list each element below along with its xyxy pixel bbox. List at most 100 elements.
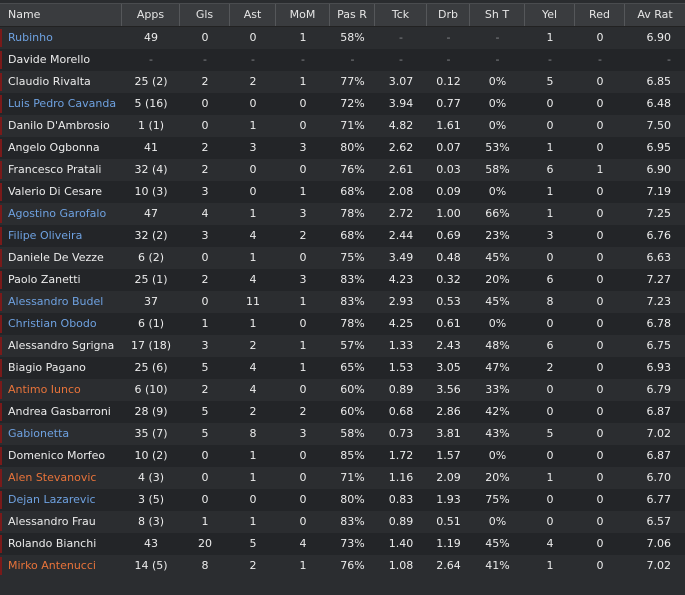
mom-cell: 0	[299, 471, 307, 484]
player-name[interactable]: Mirko Antenucci	[8, 559, 96, 572]
row-status-marker	[0, 29, 2, 47]
dribbles-cell: 0.77	[436, 97, 461, 110]
player-name[interactable]: Francesco Pratali	[8, 163, 102, 176]
dribbles-cell: 3.56	[436, 383, 461, 396]
player-name[interactable]: Daniele De Vezze	[8, 251, 104, 264]
goals-cell: 0	[201, 251, 209, 264]
red-cards-cell: 0	[596, 75, 604, 88]
table-row[interactable]: Alessandro Sgrigna 17 (18) 3 2 1 57% 1.33 2.43 4…	[0, 335, 685, 357]
average-rating-cell: 6.75	[646, 339, 672, 352]
dribbles-cell: 0.32	[436, 273, 461, 286]
column-header-red-cards[interactable]: Red	[575, 4, 625, 26]
table-row[interactable]: Rolando Bianchi 43 20 5 4 73% 1.40 1.19 45% 4 0 7.0…	[0, 533, 685, 555]
apps-cell: 25 (1)	[134, 273, 168, 286]
player-name[interactable]: Alessandro Sgrigna	[8, 339, 115, 352]
mom-cell: 0	[299, 383, 307, 396]
column-header-name[interactable]: Name	[0, 4, 122, 26]
table-row[interactable]: Domenico Morfeo 10 (2) 0 1 0 85% 1.72 1.57 0% 0 0 6…	[0, 445, 685, 467]
player-name[interactable]: Alessandro Frau	[8, 515, 96, 528]
table-row[interactable]: Francesco Pratali 32 (4) 2 0 0 76% 2.61 0.03 58%…	[0, 159, 685, 181]
table-row[interactable]: Paolo Zanetti 25 (1) 2 4 3 83% 4.23 0.32 20% 6 0 7.…	[0, 269, 685, 291]
player-name[interactable]: Gabionetta	[8, 427, 70, 440]
table-row[interactable]: Filipe Oliveira 32 (2) 3 4 2 68% 2.44 0.69 23% 3 0…	[0, 225, 685, 247]
pass-ratio-cell: 71%	[340, 119, 365, 132]
row-status-marker	[0, 469, 2, 487]
table-row[interactable]: Mirko Antenucci 14 (5) 8 2 1 76% 1.08 2.64 41% 1 0…	[0, 555, 685, 577]
red-cards-cell: 0	[596, 31, 604, 44]
player-name[interactable]: Angelo Ogbonna	[8, 141, 100, 154]
column-header-shots-on-target[interactable]: Sh T	[470, 4, 525, 26]
tackles-cell: 2.93	[388, 295, 414, 308]
shots-on-target-cell: 75%	[485, 493, 510, 506]
red-cards-cell: 0	[596, 493, 604, 506]
column-header-average-rating[interactable]: Av Rat	[637, 8, 673, 21]
goals-cell: 3	[201, 185, 209, 198]
table-row[interactable]: Rubinho 49 0 0 1 58% - - - 1 0 6.90	[0, 27, 685, 49]
column-header-goals[interactable]: Gls	[180, 4, 230, 26]
assists-cell: 8	[249, 427, 257, 440]
assists-cell: 2	[249, 405, 257, 418]
player-name[interactable]: Rubinho	[8, 31, 53, 44]
dribbles-cell: 1.57	[436, 449, 461, 462]
table-row[interactable]: Alessandro Frau 8 (3) 1 1 0 83% 0.89 0.51 0% 0 0 6.…	[0, 511, 685, 533]
mom-cell: 0	[299, 251, 307, 264]
table-row[interactable]: Alen Stevanovic 4 (3) 0 1 0 71% 1.16 2.09 20% 1 0 6…	[0, 467, 685, 489]
player-name[interactable]: Andrea Gasbarroni	[8, 405, 111, 418]
table-row[interactable]: Agostino Garofalo 47 4 1 3 78% 2.72 1.00 66% 1 0 7.…	[0, 203, 685, 225]
player-name[interactable]: Agostino Garofalo	[8, 207, 107, 220]
player-name[interactable]: Luis Pedro Cavanda	[8, 97, 117, 110]
table-row[interactable]: Claudio Rivalta 25 (2) 2 2 1 77% 3.07 0.12 0% 5 0 6…	[0, 71, 685, 93]
column-header-assists[interactable]: Ast	[230, 4, 276, 26]
column-header-pass-ratio[interactable]: Pas R	[330, 4, 375, 26]
player-name[interactable]: Dejan Lazarevic	[8, 493, 96, 506]
table-row[interactable]: Antimo Iunco 6 (10) 2 4 0 60% 0.89 3.56 33% 0 0 6.7…	[0, 379, 685, 401]
table-row[interactable]: Dejan Lazarevic 3 (5) 0 0 0 80% 0.83 1.93 75% 0 0 6…	[0, 489, 685, 511]
player-name[interactable]: Valerio Di Cesare	[8, 185, 103, 198]
mom-cell: 2	[299, 405, 307, 418]
table-row[interactable]: Daniele De Vezze 6 (2) 0 1 0 75% 3.49 0.48 45% 0 0…	[0, 247, 685, 269]
player-name[interactable]: Biagio Pagano	[8, 361, 86, 374]
red-cards-cell: 1	[596, 163, 604, 176]
pass-ratio-cell: 58%	[340, 31, 365, 44]
shots-on-target-cell: 45%	[485, 251, 510, 264]
apps-cell: 1 (1)	[137, 119, 165, 132]
tackles-cell: 0.73	[388, 427, 414, 440]
yellow-cards-cell: 1	[546, 471, 554, 484]
table-row[interactable]: Biagio Pagano 25 (6) 5 4 1 65% 1.53 3.05 47% 2 0 6.…	[0, 357, 685, 379]
player-name[interactable]: Danilo D'Ambrosio	[8, 119, 110, 132]
player-name[interactable]: Filipe Oliveira	[8, 229, 83, 242]
player-name[interactable]: Davide Morello	[8, 53, 91, 66]
assists-cell: -	[251, 53, 255, 66]
table-row[interactable]: Andrea Gasbarroni 28 (9) 5 2 2 60% 0.68 2.86 42%…	[0, 401, 685, 423]
player-name[interactable]: Alessandro Budel	[8, 295, 104, 308]
table-row[interactable]: Valerio Di Cesare 10 (3) 3 0 1 68% 2.08 0.09 0% 1…	[0, 181, 685, 203]
column-header-yellow-cards[interactable]: Yel	[525, 4, 575, 26]
apps-cell: -	[149, 53, 153, 66]
yellow-cards-cell: 0	[546, 405, 554, 418]
table-row[interactable]: Christian Obodo 6 (1) 1 1 0 78% 4.25 0.61 0% 0 0 6.…	[0, 313, 685, 335]
table-footer	[0, 577, 685, 595]
dribbles-cell: 1.19	[436, 537, 461, 550]
table-row[interactable]: Alessandro Budel 37 0 11 1 83% 2.93 0.53 45% 8 0 7.…	[0, 291, 685, 313]
player-name[interactable]: Paolo Zanetti	[8, 273, 81, 286]
tackles-cell: 3.07	[388, 75, 414, 88]
table-row[interactable]: Gabionetta 35 (7) 5 8 3 58% 0.73 3.81 43% 5 0 7.02	[0, 423, 685, 445]
mom-cell: 0	[299, 163, 307, 176]
column-header-dribbles[interactable]: Drb	[427, 4, 470, 26]
table-row[interactable]: Danilo D'Ambrosio 1 (1) 0 1 0 71% 4.82 1.61 0% 0 0…	[0, 115, 685, 137]
table-row[interactable]: Davide Morello - - - - - - - - - - -	[0, 49, 685, 71]
player-name[interactable]: Claudio Rivalta	[8, 75, 91, 88]
player-name[interactable]: Alen Stevanovic	[8, 471, 97, 484]
column-header-tackles[interactable]: Tck	[375, 4, 427, 26]
assists-cell: 1	[249, 515, 257, 528]
player-name[interactable]: Rolando Bianchi	[8, 537, 97, 550]
player-name[interactable]: Domenico Morfeo	[8, 449, 106, 462]
table-row[interactable]: Angelo Ogbonna 41 2 3 3 80% 2.62 0.07 53% 1 0 6.95	[0, 137, 685, 159]
table-row[interactable]: Luis Pedro Cavanda 5 (16) 0 0 0 72% 3.94 0.77 0%…	[0, 93, 685, 115]
column-header-apps[interactable]: Apps	[122, 4, 180, 26]
goals-cell: 5	[201, 361, 209, 374]
dribbles-cell: -	[446, 53, 451, 66]
player-name[interactable]: Antimo Iunco	[8, 383, 81, 396]
column-header-man-of-match[interactable]: MoM	[276, 4, 330, 26]
player-name[interactable]: Christian Obodo	[8, 317, 97, 330]
